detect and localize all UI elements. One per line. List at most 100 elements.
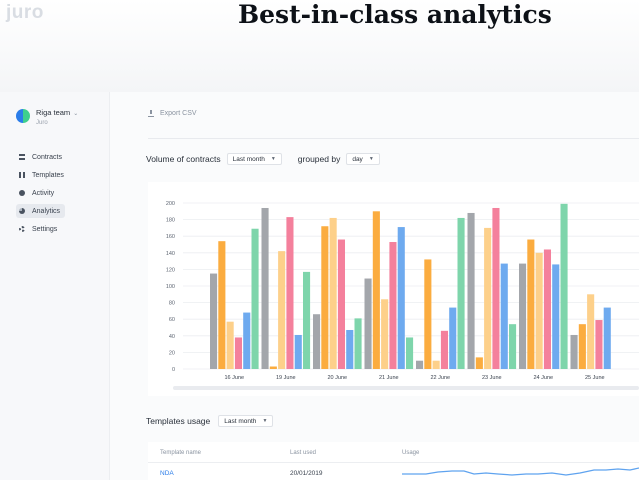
bar[interactable] bbox=[492, 207, 500, 369]
download-icon bbox=[148, 110, 154, 117]
x-tick-label: 23 June bbox=[482, 375, 502, 381]
x-tick-label: 22 June bbox=[431, 375, 451, 381]
bar[interactable] bbox=[337, 239, 345, 369]
x-tick-label: 25 June bbox=[585, 375, 605, 381]
bar[interactable] bbox=[354, 318, 362, 369]
volume-header: Volume of contracts Last month ▼ grouped… bbox=[146, 153, 380, 165]
chevron-down-icon: ⌄ bbox=[73, 111, 79, 117]
group-select-value: day bbox=[352, 155, 363, 163]
y-tick-label: 20 bbox=[169, 350, 175, 356]
bar[interactable] bbox=[432, 360, 440, 369]
bar[interactable] bbox=[578, 324, 586, 369]
hero-banner: juro Best-in-class analytics bbox=[0, 0, 639, 92]
team-switcher[interactable]: Riga team ⌄ Juro bbox=[16, 108, 78, 126]
y-tick-label: 140 bbox=[166, 251, 175, 257]
sidebar-nav: Contracts Templates Activity Analytics S… bbox=[16, 150, 106, 240]
bar[interactable] bbox=[535, 252, 543, 369]
bar[interactable] bbox=[449, 307, 457, 369]
bar[interactable] bbox=[364, 278, 372, 369]
y-tick-label: 200 bbox=[166, 201, 175, 207]
bar[interactable] bbox=[251, 228, 259, 369]
volume-title: Volume of contracts bbox=[146, 154, 221, 164]
x-tick-label: 19 June bbox=[276, 375, 296, 381]
bar[interactable] bbox=[372, 211, 380, 369]
bar[interactable] bbox=[484, 227, 492, 369]
bar[interactable] bbox=[406, 337, 414, 369]
y-tick-label: 180 bbox=[166, 218, 175, 224]
bar[interactable] bbox=[261, 207, 269, 369]
bar[interactable] bbox=[552, 264, 560, 369]
period-select[interactable]: Last month ▼ bbox=[226, 153, 282, 165]
group-select[interactable]: day ▼ bbox=[346, 153, 380, 165]
bar[interactable] bbox=[595, 320, 603, 369]
sidebar-item-contracts[interactable]: Contracts bbox=[16, 150, 106, 164]
period-select-value: Last month bbox=[232, 155, 265, 163]
caret-down-icon: ▼ bbox=[270, 156, 276, 162]
app-window: Riga team ⌄ Juro Contracts Templates Acti… bbox=[0, 92, 639, 480]
sidebar-item-label: Analytics bbox=[32, 207, 61, 215]
bar[interactable] bbox=[313, 314, 321, 369]
sidebar-item-templates[interactable]: Templates bbox=[16, 168, 106, 182]
column-header-usage: Usage bbox=[402, 450, 420, 456]
bar[interactable] bbox=[303, 271, 311, 369]
bar[interactable] bbox=[519, 263, 527, 369]
bar[interactable] bbox=[527, 239, 535, 369]
sidebar: Riga team ⌄ Juro Contracts Templates Acti… bbox=[0, 92, 110, 480]
team-name: Riga team bbox=[36, 108, 71, 117]
divider bbox=[148, 138, 639, 139]
bar[interactable] bbox=[210, 273, 218, 369]
y-tick-label: 40 bbox=[169, 334, 175, 340]
bar[interactable] bbox=[278, 251, 286, 369]
sidebar-item-settings[interactable]: Settings bbox=[16, 222, 106, 236]
bar[interactable] bbox=[416, 360, 424, 369]
sidebar-item-activity[interactable]: Activity bbox=[16, 186, 106, 200]
bar[interactable] bbox=[294, 334, 302, 369]
bar[interactable] bbox=[500, 263, 508, 369]
bar[interactable] bbox=[329, 217, 337, 369]
table-header-divider bbox=[148, 462, 639, 463]
bar[interactable] bbox=[243, 312, 251, 369]
bar[interactable] bbox=[467, 212, 475, 369]
sidebar-item-label: Activity bbox=[32, 189, 55, 197]
y-tick-label: 60 bbox=[169, 317, 175, 323]
templates-usage-title: Templates usage bbox=[146, 416, 211, 426]
bar[interactable] bbox=[509, 324, 517, 369]
sidebar-item-analytics[interactable]: Analytics bbox=[16, 204, 65, 218]
template-name-link[interactable]: NDA bbox=[160, 470, 174, 477]
export-csv-button[interactable]: Export CSV bbox=[148, 110, 197, 117]
main-content: Export CSV Volume of contracts Last mont… bbox=[111, 92, 639, 480]
activity-icon bbox=[19, 190, 25, 196]
sidebar-item-label: Contracts bbox=[32, 153, 62, 161]
templates-icon bbox=[19, 172, 25, 178]
bar[interactable] bbox=[440, 330, 448, 369]
bar[interactable] bbox=[389, 242, 397, 369]
y-tick-label: 160 bbox=[166, 234, 175, 240]
bar[interactable] bbox=[397, 227, 405, 369]
team-org: Juro bbox=[36, 120, 48, 126]
team-avatar-icon bbox=[16, 109, 30, 123]
bar[interactable] bbox=[269, 366, 277, 369]
y-tick-label: 100 bbox=[166, 284, 175, 290]
bar[interactable] bbox=[603, 307, 611, 369]
templates-period-select[interactable]: Last month ▼ bbox=[218, 415, 274, 427]
bar[interactable] bbox=[475, 357, 483, 369]
bar[interactable] bbox=[321, 226, 329, 369]
bar[interactable] bbox=[424, 259, 432, 369]
bar[interactable] bbox=[381, 299, 389, 369]
caret-down-icon: ▼ bbox=[262, 418, 268, 424]
bar[interactable] bbox=[286, 217, 294, 369]
bar[interactable] bbox=[346, 329, 354, 369]
bar[interactable] bbox=[234, 337, 242, 369]
bar[interactable] bbox=[543, 249, 551, 369]
bar[interactable] bbox=[218, 241, 226, 369]
bar[interactable] bbox=[587, 294, 595, 369]
bar[interactable] bbox=[560, 203, 568, 369]
bar[interactable] bbox=[570, 334, 578, 369]
bar[interactable] bbox=[457, 217, 465, 369]
volume-chart-card: 0 20 40 60 80 100 120 140 160 180 200 16 June 19 Jun… bbox=[148, 182, 639, 396]
chart-scrollbar[interactable] bbox=[173, 386, 639, 390]
grouped-by-label: grouped by bbox=[297, 154, 341, 164]
bar[interactable] bbox=[226, 321, 234, 369]
usage-sparkline bbox=[402, 467, 639, 476]
settings-icon bbox=[19, 226, 25, 232]
